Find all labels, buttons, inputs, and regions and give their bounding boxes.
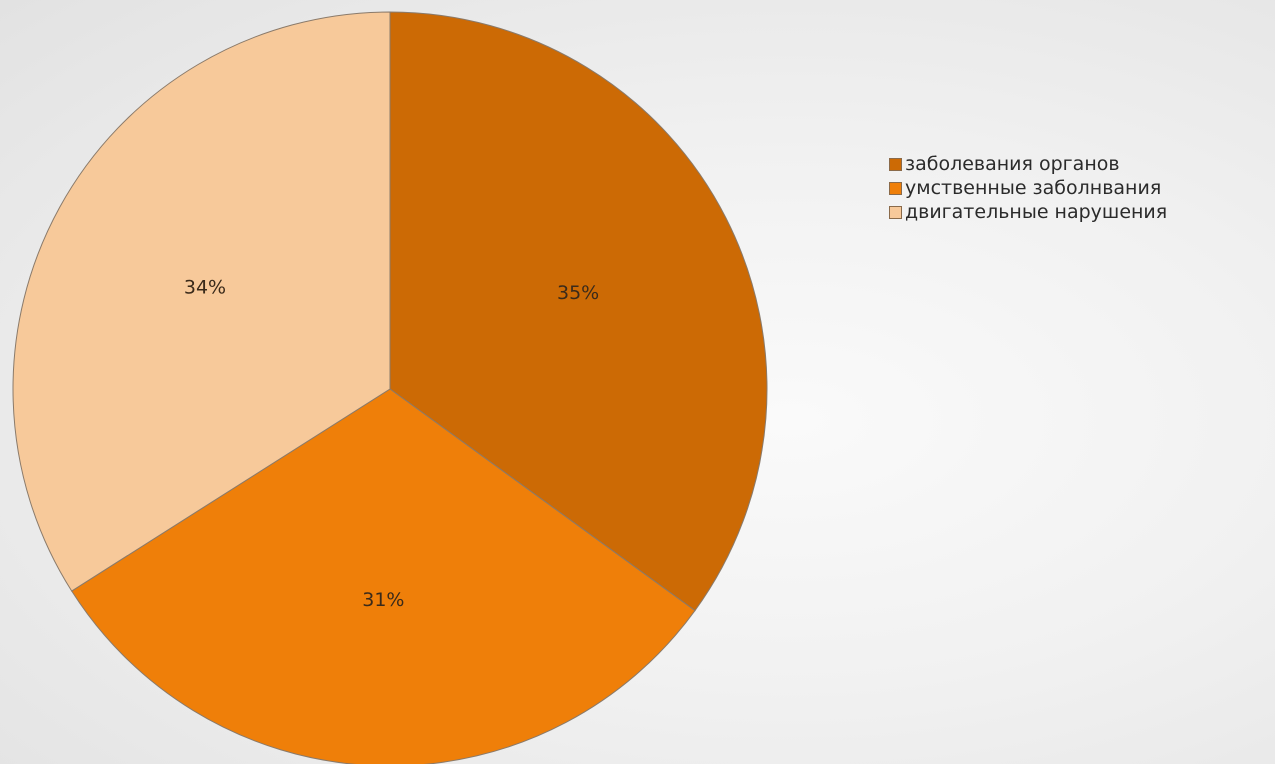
pie-chart: 35% 31% 34% xyxy=(12,11,768,764)
pie-slice-mental-diseases xyxy=(70,388,696,764)
legend-label: двигательные нарушения xyxy=(905,201,1168,223)
pie-slices xyxy=(12,11,768,764)
legend-swatch xyxy=(889,181,902,195)
slice-percent-label: 34% xyxy=(184,276,226,298)
legend-item-organ-diseases: заболевания органов xyxy=(889,152,1167,176)
pie-value-labels: 35% 31% 34% xyxy=(184,276,599,611)
legend-label: умственные заболнвания xyxy=(905,177,1162,199)
slice-percent-label: 31% xyxy=(362,589,404,611)
legend-swatch xyxy=(889,205,902,219)
pie-slice-motor-disorders xyxy=(12,11,391,592)
chart-legend: заболевания органов умственные заболнван… xyxy=(889,152,1167,224)
legend-swatch xyxy=(889,157,902,171)
slice-percent-label: 35% xyxy=(557,282,599,304)
legend-label: заболевания органов xyxy=(905,153,1120,175)
legend-item-motor-disorders: двигательные нарушения xyxy=(889,200,1167,224)
pie-slice-organ-diseases xyxy=(389,11,768,612)
legend-item-mental-diseases: умственные заболнвания xyxy=(889,176,1167,200)
